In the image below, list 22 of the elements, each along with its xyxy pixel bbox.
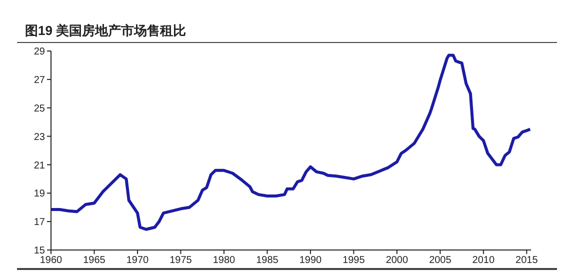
x-tick-label: 1995 <box>342 255 366 266</box>
y-tick-label: 29 <box>34 46 46 58</box>
y-tick-label: 19 <box>34 188 46 200</box>
y-tick-label: 21 <box>34 160 46 172</box>
x-tick-label: 1985 <box>256 255 279 266</box>
y-tick-label: 27 <box>34 74 46 86</box>
x-tick-label: 1975 <box>170 255 192 266</box>
line-series <box>51 54 531 231</box>
x-tick-label: 2010 <box>472 255 495 266</box>
x-tick-label: 1960 <box>40 255 63 266</box>
x-tick-label: 2015 <box>516 255 538 266</box>
y-tick-label: 15 <box>34 246 46 257</box>
x-tick-label: 2005 <box>429 255 452 266</box>
y-tick-label: 23 <box>34 132 46 143</box>
x-tick-label: 1990 <box>299 255 322 266</box>
x-tick-label: 1980 <box>212 255 236 266</box>
x-tick-label: 1970 <box>126 255 150 266</box>
chart-title: 图19 美国房地产市场售租比 <box>25 22 186 40</box>
y-tick-label: 17 <box>34 217 46 228</box>
x-tick-label: 2000 <box>386 255 409 266</box>
x-tick-label: 1965 <box>83 255 106 266</box>
y-tick-label: 25 <box>34 103 46 114</box>
